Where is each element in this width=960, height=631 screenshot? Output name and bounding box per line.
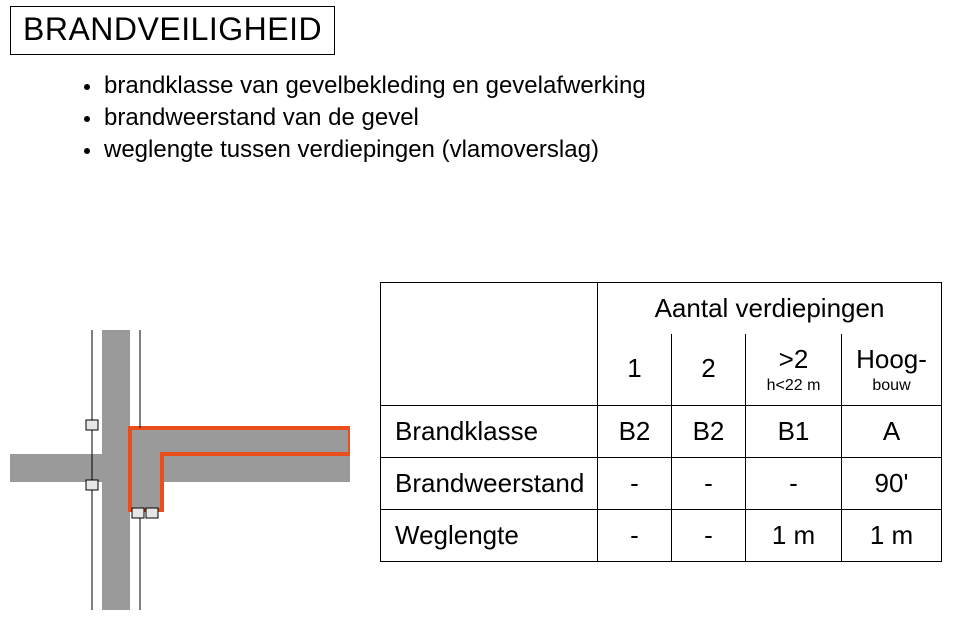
cell: - [672, 458, 746, 510]
cross-section-diagram [10, 330, 350, 610]
table-header-span: Aantal verdiepingen [598, 283, 942, 335]
cell: 1 m [842, 510, 942, 562]
cell: 1 m [746, 510, 842, 562]
cell: B2 [598, 406, 672, 458]
bullet-item: brandklasse van gevelbekleding en gevela… [84, 72, 646, 100]
cell: A [842, 406, 942, 458]
table-col-3: >2h<22 m [746, 334, 842, 406]
table-row: Brandklasse B2 B2 B1 A [381, 406, 942, 458]
row-label: Weglengte [381, 510, 598, 562]
cell: 90' [842, 458, 942, 510]
bullet-item: brandweerstand van de gevel [84, 104, 646, 132]
table-blank [381, 283, 598, 406]
cell: - [598, 458, 672, 510]
fire-table: Aantal verdiepingen 1 2 >2h<22 m Hoog-bo… [380, 282, 942, 562]
table-row: Brandweerstand - - - 90' [381, 458, 942, 510]
cell: B2 [672, 406, 746, 458]
bullet-dot [84, 84, 90, 90]
row-label: Brandweerstand [381, 458, 598, 510]
title-text: BRANDVEILIGHEID [23, 11, 322, 47]
bullet-dot [84, 116, 90, 122]
bullet-dot [84, 148, 90, 154]
cell: - [598, 510, 672, 562]
bullet-item: weglengte tussen verdiepingen (vlamovers… [84, 136, 646, 164]
cell: - [746, 458, 842, 510]
cell: - [672, 510, 746, 562]
table-col-4: Hoog-bouw [842, 334, 942, 406]
cell: B1 [746, 406, 842, 458]
bullet-text: brandweerstand van de gevel [104, 104, 419, 132]
bullet-list: brandklasse van gevelbekleding en gevela… [84, 72, 646, 168]
row-label: Brandklasse [381, 406, 598, 458]
table-col-1: 1 [598, 334, 672, 406]
bullet-text: weglengte tussen verdiepingen (vlamovers… [104, 136, 599, 164]
table-row: Weglengte - - 1 m 1 m [381, 510, 942, 562]
bullet-text: brandklasse van gevelbekleding en gevela… [104, 72, 646, 100]
table-col-2: 2 [672, 334, 746, 406]
title-box: BRANDVEILIGHEID [10, 6, 335, 55]
